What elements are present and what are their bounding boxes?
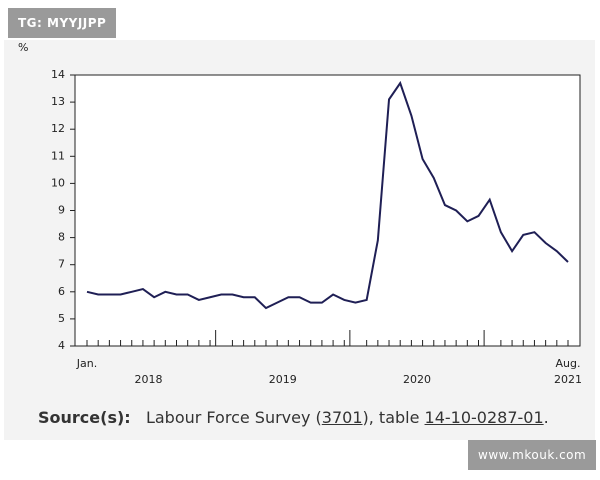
year-label: 2019 [269,373,297,386]
y-tick-label: 14 [51,68,65,81]
y-tick-label: 7 [58,258,65,271]
y-tick-label: 10 [51,176,65,189]
source-text: . [543,408,549,427]
watermark: www.mkouk.com [468,440,597,470]
year-label: 2018 [135,373,163,386]
y-tick-label: 6 [58,285,65,298]
y-tick-label: 9 [58,204,65,217]
link[interactable]: 14-10-0287-01 [424,408,544,427]
watermark: TG: MYYJJPP [8,8,117,38]
y-tick-label: 4 [58,339,65,352]
y-tick-label: 5 [58,312,65,325]
x-tick-label: Jan. [76,357,97,370]
source: Source(s): Labour Force Survey (3701), t… [38,408,549,427]
y-axis-label: % [18,41,28,54]
y-tick-label: 13 [51,95,65,108]
source-label: Source(s): [38,408,131,427]
y-tick-label: 11 [51,149,65,162]
plot-area [74,74,581,347]
x-tick-label: Aug. [556,357,581,370]
data-line [86,80,569,310]
year-label: 2021 [554,373,582,386]
source-text: Labour Force Survey ( [145,408,322,427]
year-label: 2020 [403,373,431,386]
y-tick-label: 8 [58,231,65,244]
source-text: ), table [362,408,425,427]
link[interactable]: 3701 [321,408,363,427]
y-tick-label: 12 [51,122,65,135]
